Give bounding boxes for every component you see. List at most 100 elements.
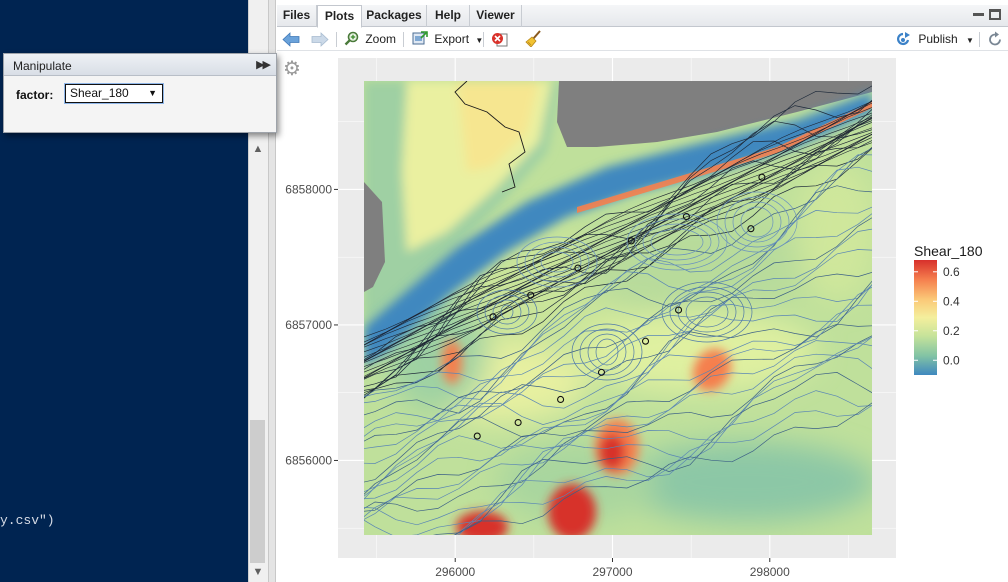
x-tick-label: 297000 bbox=[592, 565, 632, 579]
fault-contour-line bbox=[364, 117, 872, 362]
contour-loop bbox=[685, 296, 729, 328]
contour-loop bbox=[716, 191, 798, 253]
heat-field bbox=[364, 81, 872, 535]
manipulate-title: Manipulate bbox=[13, 59, 72, 73]
contour-line bbox=[364, 272, 872, 483]
publish-button[interactable]: Publish ▼ bbox=[895, 31, 974, 48]
fault-contour-line bbox=[364, 134, 872, 379]
contour-line bbox=[364, 185, 872, 416]
contour-line bbox=[364, 249, 872, 464]
contour-loop bbox=[524, 241, 590, 283]
data-point bbox=[627, 237, 635, 245]
fault-contour-line bbox=[364, 101, 872, 343]
contour-loop bbox=[642, 223, 712, 261]
contour-loop bbox=[650, 228, 704, 256]
data-point bbox=[473, 432, 481, 440]
contour-loop bbox=[571, 323, 643, 381]
data-point bbox=[747, 225, 755, 233]
minimize-pane-icon[interactable] bbox=[973, 13, 984, 16]
toolbar-separator bbox=[979, 32, 980, 47]
refresh-icon[interactable] bbox=[987, 31, 1004, 48]
pane-tabbar: Files Plots Packages Help Viewer bbox=[277, 5, 1008, 28]
legend-tick-label: 0.2 bbox=[943, 324, 960, 338]
contour-loop bbox=[579, 328, 635, 376]
contour-line bbox=[364, 140, 872, 396]
contour-line bbox=[432, 372, 872, 535]
legend-tick-label: 0.0 bbox=[943, 353, 960, 367]
tab-packages[interactable]: Packages bbox=[362, 5, 427, 27]
factor-select[interactable]: Shear_180 ▼ bbox=[65, 84, 163, 103]
contour-line bbox=[364, 213, 872, 437]
fault-contour-line bbox=[364, 142, 872, 379]
contour-line bbox=[364, 335, 872, 512]
contour-loop bbox=[740, 206, 774, 238]
publish-icon bbox=[897, 32, 910, 46]
gear-icon[interactable]: ⚙ bbox=[283, 58, 301, 80]
export-button[interactable]: Export ▼ bbox=[412, 31, 483, 48]
publish-dropdown-icon: ▼ bbox=[966, 36, 974, 45]
data-point bbox=[557, 395, 565, 404]
contour-line bbox=[364, 154, 872, 397]
contour-line bbox=[364, 286, 872, 493]
shoreline-line bbox=[454, 81, 526, 193]
x-axis: 296000 297000 298000 bbox=[435, 558, 790, 579]
data-point bbox=[514, 418, 522, 427]
contour-line bbox=[364, 355, 872, 535]
contour-loop bbox=[634, 218, 720, 266]
console-scrollbar-thumb[interactable] bbox=[250, 420, 265, 563]
manipulate-header: Manipulate ▶▶ bbox=[4, 54, 276, 76]
contour-line bbox=[364, 336, 872, 518]
data-point bbox=[758, 173, 766, 181]
manipulate-panel: Manipulate ▶▶ factor: Shear_180 ▼ bbox=[3, 53, 277, 133]
tab-viewer[interactable]: Viewer bbox=[470, 5, 522, 27]
data-point bbox=[675, 306, 683, 314]
contour-loop bbox=[540, 251, 574, 273]
contour-loop bbox=[492, 299, 522, 325]
contour-line bbox=[364, 147, 872, 397]
export-dropdown-icon: ▼ bbox=[475, 36, 484, 45]
contour-line bbox=[364, 284, 872, 497]
maximize-pane-icon[interactable] bbox=[989, 9, 1001, 20]
data-point bbox=[641, 337, 650, 345]
contour-line bbox=[364, 85, 872, 361]
contour-loop bbox=[661, 281, 753, 343]
measurement-points bbox=[473, 173, 766, 440]
broom-icon[interactable] bbox=[525, 30, 543, 47]
contour-line bbox=[453, 404, 872, 535]
data-point bbox=[527, 291, 535, 299]
scroll-up-arrow-icon[interactable]: ▲ bbox=[252, 143, 264, 155]
factor-label: factor: bbox=[16, 88, 54, 102]
y-tick-label: 6856000 bbox=[285, 453, 332, 467]
plot-viewer: ⚙ bbox=[277, 52, 1008, 582]
tab-plots[interactable]: Plots bbox=[317, 5, 362, 28]
scroll-down-arrow-icon[interactable]: ▼ bbox=[252, 566, 264, 578]
contour-line bbox=[364, 206, 872, 429]
contour-loop bbox=[669, 286, 745, 338]
contour-loop bbox=[532, 246, 582, 278]
contour-loop bbox=[677, 291, 737, 333]
shear-map-plot: 296000 297000 298000 6856000 6857000 6858000… bbox=[285, 58, 983, 579]
tab-help[interactable]: Help bbox=[427, 5, 470, 27]
collapse-panel-icon[interactable]: ▶▶ bbox=[256, 59, 271, 71]
zoom-button[interactable]: Zoom bbox=[344, 31, 396, 48]
fault-contour-line bbox=[364, 101, 872, 346]
legend-tick-label: 0.6 bbox=[943, 265, 960, 279]
chevron-down-icon: ▼ bbox=[148, 88, 157, 98]
fault-contour-line bbox=[364, 116, 872, 353]
arrow-left-icon[interactable] bbox=[282, 32, 300, 49]
remove-plot-icon[interactable] bbox=[491, 31, 509, 48]
fault-contour-line bbox=[364, 100, 872, 338]
plots-toolbar: Zoom Export ▼ bbox=[277, 28, 1008, 51]
contour-line bbox=[364, 304, 872, 499]
fault-contour-line bbox=[364, 133, 872, 373]
tab-files[interactable]: Files bbox=[277, 5, 317, 27]
console-output-text: y.csv") bbox=[0, 513, 55, 528]
toolbar-separator bbox=[483, 32, 484, 47]
arrow-right-icon[interactable] bbox=[311, 32, 329, 49]
publish-label: Publish bbox=[918, 32, 958, 46]
contour-line bbox=[455, 390, 872, 535]
pane-splitter[interactable] bbox=[268, 0, 276, 582]
legend: Shear_180 0.6 0.4 0.2 0.0 bbox=[914, 243, 983, 375]
magnifier-icon bbox=[344, 31, 359, 46]
